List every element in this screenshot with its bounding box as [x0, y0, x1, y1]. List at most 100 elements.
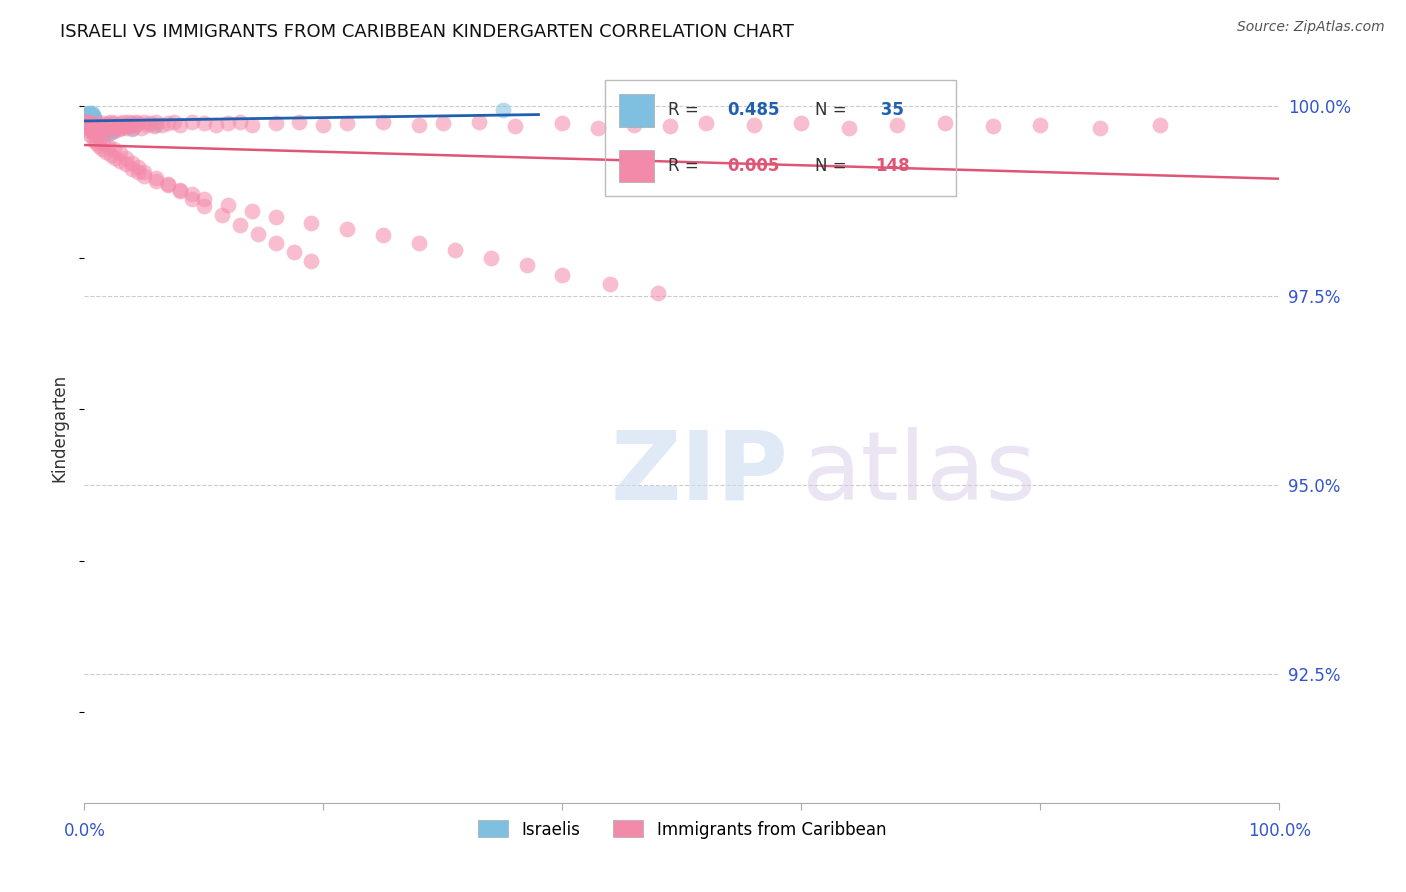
Point: [103, 116, 125, 130]
Point: [127, 160, 149, 174]
Point: [82, 120, 104, 135]
Point: [742, 118, 765, 132]
Point: [122, 120, 145, 135]
Text: 0.0%: 0.0%: [63, 822, 105, 839]
Point: [110, 146, 132, 161]
Point: [142, 119, 165, 133]
Point: [127, 116, 149, 130]
Point: [217, 198, 239, 212]
Point: [83, 133, 105, 147]
Point: [181, 192, 204, 206]
Point: [132, 164, 156, 178]
Point: [129, 120, 152, 135]
Point: [89, 118, 111, 132]
Point: [516, 259, 538, 273]
Point: [503, 119, 526, 133]
Text: N =: N =: [815, 102, 852, 120]
Point: [124, 118, 146, 132]
Text: R =: R =: [668, 157, 704, 175]
Point: [551, 116, 574, 130]
Point: [229, 114, 252, 128]
Point: [86, 136, 108, 150]
Point: [301, 253, 323, 268]
Point: [336, 222, 359, 236]
Point: [77, 107, 100, 121]
Point: [84, 113, 107, 128]
Text: ZIP: ZIP: [610, 426, 789, 520]
Point: [373, 228, 395, 243]
Point: [101, 119, 124, 133]
Point: [981, 119, 1004, 133]
Point: [86, 116, 108, 130]
Point: [169, 183, 191, 197]
Point: [125, 114, 148, 128]
Point: [77, 109, 100, 123]
Point: [181, 187, 204, 202]
Point: [87, 119, 110, 133]
Point: [84, 120, 107, 135]
Point: [211, 209, 233, 223]
Point: [84, 128, 107, 143]
Point: [288, 114, 311, 128]
Point: [193, 192, 215, 206]
Point: [93, 120, 115, 135]
Point: [145, 174, 167, 188]
Point: [91, 142, 114, 156]
Point: [79, 122, 101, 136]
Point: [107, 119, 129, 133]
Point: [83, 112, 105, 126]
Point: [86, 122, 108, 136]
Text: atlas: atlas: [801, 426, 1036, 520]
Point: [135, 118, 157, 132]
Point: [104, 151, 127, 165]
Point: [86, 118, 108, 132]
Point: [217, 116, 239, 130]
Point: [79, 107, 101, 121]
FancyBboxPatch shape: [619, 150, 654, 182]
Point: [105, 118, 128, 132]
Point: [80, 124, 103, 138]
Point: [87, 120, 110, 135]
Point: [492, 103, 515, 118]
Point: [100, 148, 122, 162]
Text: 0.005: 0.005: [728, 157, 780, 175]
Point: [132, 114, 156, 128]
Point: [76, 114, 98, 128]
Point: [79, 119, 101, 133]
Point: [94, 145, 117, 159]
Point: [80, 107, 103, 121]
Point: [77, 105, 100, 120]
Point: [103, 124, 125, 138]
Point: [97, 116, 120, 130]
Text: 100.0%: 100.0%: [1249, 822, 1310, 839]
Point: [100, 125, 122, 139]
Point: [100, 120, 122, 135]
Point: [336, 116, 359, 130]
Text: 148: 148: [875, 157, 910, 175]
Point: [157, 116, 180, 130]
Point: [79, 109, 101, 123]
Point: [408, 118, 430, 132]
Point: [100, 114, 122, 128]
Point: [83, 124, 105, 138]
Point: [77, 116, 100, 130]
Point: [80, 109, 103, 123]
Point: [76, 114, 98, 128]
Point: [79, 128, 101, 143]
Point: [264, 235, 287, 250]
Point: [86, 118, 108, 132]
Point: [104, 120, 127, 135]
Point: [90, 119, 112, 133]
Point: [181, 114, 204, 128]
Point: [97, 127, 120, 141]
Point: [246, 227, 269, 241]
Point: [157, 178, 180, 193]
Point: [551, 268, 574, 282]
Point: [94, 118, 117, 132]
Point: [934, 116, 956, 130]
Point: [157, 177, 180, 191]
Text: ISRAELI VS IMMIGRANTS FROM CARIBBEAN KINDERGARTEN CORRELATION CHART: ISRAELI VS IMMIGRANTS FROM CARIBBEAN KIN…: [60, 23, 794, 41]
Point: [77, 109, 100, 123]
Point: [145, 119, 167, 133]
Point: [121, 161, 143, 176]
